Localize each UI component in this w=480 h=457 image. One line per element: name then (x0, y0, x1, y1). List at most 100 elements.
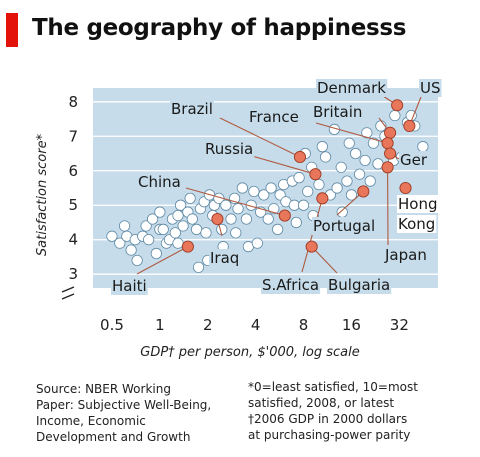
data-point (258, 189, 270, 201)
highlight-point (381, 137, 394, 150)
highlighted-countries (181, 99, 416, 253)
country-label: France (249, 108, 299, 126)
country-label: Brazil (171, 100, 213, 118)
data-point (200, 227, 212, 239)
data-point (251, 237, 263, 249)
y-tick-label: 3 (68, 265, 78, 283)
footnote-line: at purchasing-power parity (248, 428, 411, 442)
data-point (265, 182, 277, 194)
data-point (174, 199, 187, 211)
country-label: Bulgaria (328, 276, 390, 294)
chart-title: The geography of happinesss (32, 15, 407, 41)
y-axis-break (61, 286, 75, 300)
data-point (184, 192, 196, 204)
highlight-point (384, 147, 397, 160)
data-point (248, 185, 260, 198)
data-point (225, 213, 237, 225)
other-countries (106, 109, 429, 273)
leader-line (251, 155, 316, 175)
data-point (343, 137, 355, 149)
y-axis-ticks: 3 4 5 6 7 8 (68, 93, 78, 283)
leader-line (301, 198, 323, 273)
country-label: Portugal (313, 217, 375, 235)
source-line: Paper: Subjective Well-Being, (36, 398, 212, 412)
label-backdrop (248, 108, 300, 126)
country-label: Haiti (112, 277, 147, 295)
country-label: Japan (384, 246, 427, 264)
data-point (177, 220, 189, 232)
country-label: Denmark (317, 79, 386, 97)
source-note: Source: NBER Working Paper: Subjective W… (36, 381, 246, 445)
x-tick-label: 0.5 (100, 316, 124, 334)
data-point (240, 213, 253, 225)
highlight-point (381, 161, 394, 174)
axis-break-mark (61, 286, 75, 300)
data-point (319, 151, 332, 163)
x-tick-label: 2 (203, 316, 213, 334)
country-label: US (420, 79, 441, 97)
x-tick-label: 1 (155, 316, 165, 334)
data-point (353, 168, 366, 180)
source-line: Development and Growth (36, 430, 191, 444)
highlight-point (309, 168, 322, 181)
footnote-line: †2006 GDP in 2000 dollars (248, 412, 408, 426)
label-backdrop (327, 276, 392, 294)
country-label: S.Africa (262, 276, 319, 294)
y-tick-label: 7 (68, 127, 78, 145)
data-point (341, 175, 353, 187)
country-label: China (138, 173, 181, 191)
label-backdrop (312, 103, 364, 121)
y-axis-label: Satisfaction score* (35, 133, 50, 256)
data-point (361, 127, 373, 139)
data-point (118, 220, 131, 232)
y-tick-label: 5 (68, 196, 78, 214)
label-backdrop (170, 100, 214, 118)
country-labels: Denmark US Britain France Ger Brazil Russia Chi… (111, 79, 442, 295)
accent-tab (6, 13, 18, 47)
label-backdrop (316, 79, 388, 97)
label-backdrop (419, 79, 442, 97)
data-point (290, 216, 302, 229)
data-point (131, 254, 143, 267)
data-point (236, 182, 248, 194)
footnote-line: satisfied, 2008, or latest (248, 396, 395, 410)
label-backdrop (137, 173, 182, 191)
data-point (172, 237, 184, 249)
data-point (331, 182, 343, 194)
data-point (345, 189, 358, 201)
x-tick-label: 4 (251, 316, 261, 334)
data-point (359, 154, 371, 167)
label-backdrop (261, 276, 321, 294)
data-point (364, 175, 376, 187)
country-label: Iraq (210, 249, 239, 267)
data-point (190, 223, 203, 235)
highlight-point (278, 209, 291, 222)
data-point (146, 213, 159, 225)
highlight-point (293, 150, 307, 164)
y-tick-label: 4 (68, 231, 78, 249)
y-tick-label: 6 (68, 162, 78, 180)
data-point (316, 141, 328, 153)
label-backdrop (111, 277, 148, 295)
data-point (335, 161, 347, 173)
highlight-point (181, 240, 194, 253)
label-backdrop (383, 246, 428, 264)
label-backdrop (204, 140, 255, 158)
x-tick-label: 32 (390, 316, 409, 334)
data-point (172, 209, 184, 222)
data-point (389, 109, 401, 122)
country-label: Russia (205, 140, 253, 158)
source-line: Source: NBER Working (36, 382, 171, 396)
highlight-point (384, 126, 397, 139)
data-point (230, 227, 242, 239)
highlight-point (211, 212, 224, 226)
data-point (272, 223, 284, 235)
y-tick-label: 8 (68, 93, 78, 111)
label-backdrop (209, 249, 241, 267)
footnote-line: *0=least satisfied, 10=most (248, 380, 418, 394)
x-axis-ticks: 0.5 1 2 4 8 16 32 (100, 316, 409, 334)
country-label: Britain (313, 103, 362, 121)
leader-line (219, 117, 301, 158)
data-point (293, 172, 305, 184)
data-point (232, 203, 244, 215)
